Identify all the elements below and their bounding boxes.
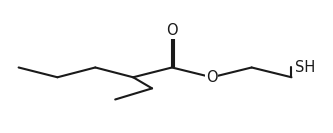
Text: SH: SH <box>295 60 316 75</box>
Text: O: O <box>166 23 178 38</box>
Text: O: O <box>206 70 218 85</box>
